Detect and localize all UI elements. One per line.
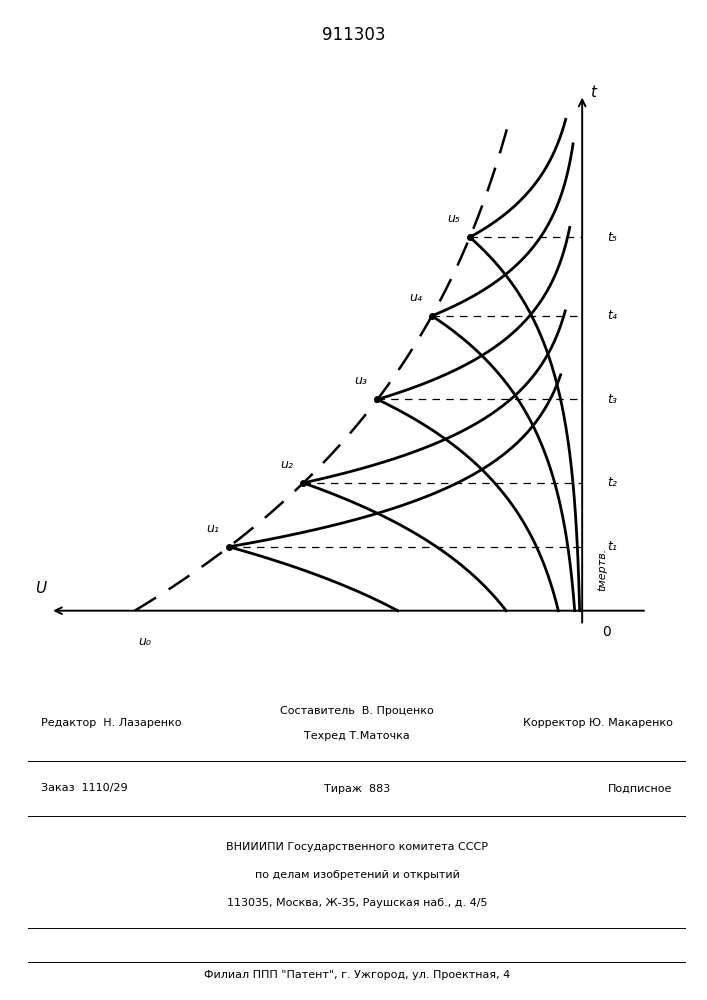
Text: 911303: 911303 [322,26,385,44]
Text: Филиал ППП "Патент", г. Ужгород, ул. Проектная, 4: Филиал ППП "Патент", г. Ужгород, ул. Про… [204,970,510,980]
Text: t₁: t₁ [607,540,617,553]
Text: u₄: u₄ [409,291,422,304]
Text: u₂: u₂ [281,458,293,471]
Text: ВНИИИПИ Государственного комитета СССР: ВНИИИПИ Государственного комитета СССР [226,842,488,852]
Text: Составитель  В. Проценко: Составитель В. Проценко [280,706,434,716]
Text: Корректор Ю. Макаренко: Корректор Ю. Макаренко [522,718,672,728]
Text: Тираж  883: Тираж 883 [324,784,390,794]
Text: 113035, Москва, Ж-35, Раушская наб., д. 4/5: 113035, Москва, Ж-35, Раушская наб., д. … [227,898,487,908]
Text: t: t [590,85,595,100]
Text: u₀: u₀ [139,635,151,648]
Text: Заказ  1110/29: Заказ 1110/29 [42,784,128,794]
Text: U: U [35,581,46,596]
Text: u₁: u₁ [206,522,219,535]
Text: u₃: u₃ [355,374,368,387]
Text: tмертв.: tмертв. [597,548,607,591]
Text: t₂: t₂ [607,476,617,489]
Text: 0: 0 [602,625,611,639]
Text: Техред Т.Маточка: Техред Т.Маточка [304,731,410,741]
Text: t₅: t₅ [607,231,617,244]
Text: t₄: t₄ [607,309,617,322]
Text: по делам изобретений и открытий: по делам изобретений и открытий [255,870,460,880]
Text: u₅: u₅ [447,212,460,225]
Text: t₃: t₃ [607,393,617,406]
Text: Редактор  Н. Лазаренко: Редактор Н. Лазаренко [42,718,182,728]
Text: Подписное: Подписное [608,784,672,794]
